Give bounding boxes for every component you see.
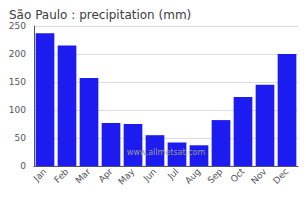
- svg-text:Nov: Nov: [249, 166, 269, 186]
- svg-text:Jun: Jun: [141, 166, 159, 184]
- svg-text:Jan: Jan: [31, 166, 49, 184]
- svg-text:Sep: Sep: [205, 166, 224, 185]
- svg-text:Aug: Aug: [183, 166, 202, 185]
- svg-text:Oct: Oct: [228, 166, 246, 184]
- svg-text:Feb: Feb: [52, 166, 71, 185]
- svg-text:Jul: Jul: [165, 166, 180, 181]
- svg-text:Dec: Dec: [271, 166, 290, 185]
- svg-text:100: 100: [9, 105, 26, 115]
- svg-text:Mar: Mar: [73, 166, 92, 185]
- svg-text:Apr: Apr: [96, 166, 114, 184]
- svg-text:May: May: [116, 166, 137, 187]
- svg-text:50: 50: [15, 133, 27, 143]
- svg-text:0: 0: [20, 161, 26, 171]
- svg-text:200: 200: [9, 49, 26, 59]
- svg-text:250: 250: [9, 21, 26, 31]
- svg-text:150: 150: [9, 77, 26, 87]
- svg-text:www.allmetsat.com: www.allmetsat.com: [127, 148, 206, 157]
- svg-text:São Paulo : precipitation (mm): São Paulo : precipitation (mm): [9, 8, 191, 22]
